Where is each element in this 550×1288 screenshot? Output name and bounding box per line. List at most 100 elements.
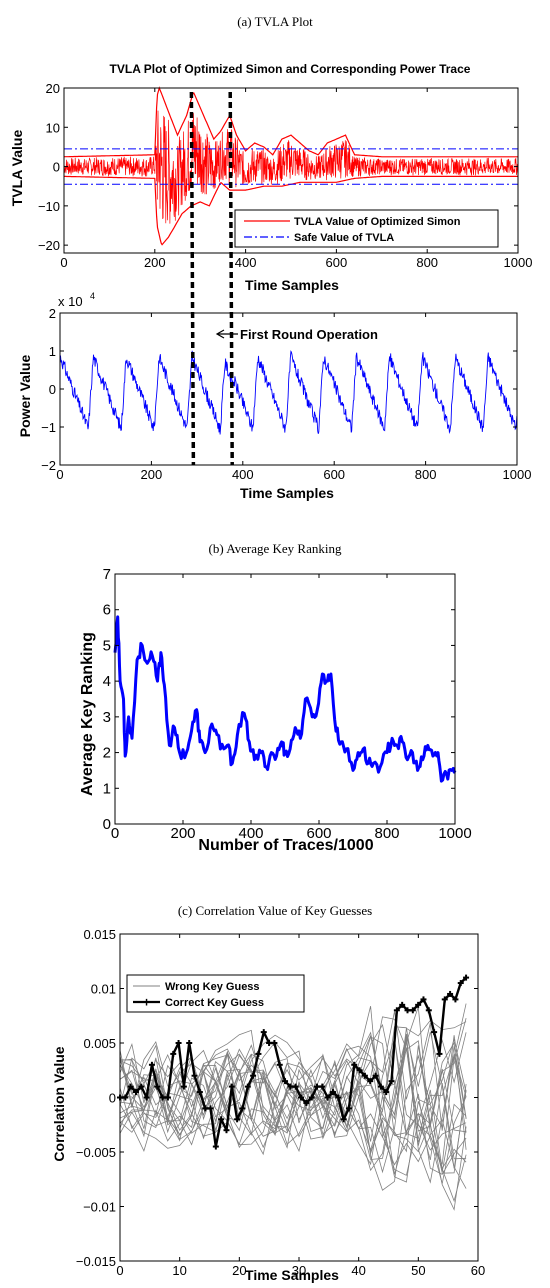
caption-a: (a) TVLA Plot — [237, 14, 313, 29]
tvla-xtick-label: 0 — [60, 255, 67, 270]
ylabel-power: Power Value — [17, 355, 33, 438]
legend-label-safe: Safe Value of TVLA — [294, 232, 394, 244]
tvla-xtick-label: 800 — [416, 255, 438, 270]
dashed-marker-right — [228, 91, 234, 466]
tvla-upper-envelope — [63, 86, 518, 158]
corr-xtick-label: 10 — [172, 1263, 186, 1278]
tvla-plot: 0 200 400 600 800 1000 20 10 0 −10 −20 — [38, 81, 533, 270]
wrong-key-line — [119, 1023, 467, 1191]
legend-a: TVLA Value of Optimized Simon Safe Value… — [234, 209, 499, 248]
legend-box-a — [234, 209, 499, 248]
annotation-text: First Round Operation — [240, 327, 378, 342]
power-xtick-label: 200 — [141, 467, 163, 482]
tvla-frame — [63, 87, 519, 254]
corr-ytick-label: 0.005 — [83, 1036, 116, 1051]
xlabel-power: Time Samples — [240, 485, 334, 501]
power-ytick-label: −2 — [41, 458, 56, 473]
wrong-key-line — [119, 1049, 467, 1211]
rank-ytick-label: 1 — [103, 780, 111, 797]
rank-ytick-label: 3 — [103, 709, 111, 726]
rank-ytick-label: 0 — [103, 816, 111, 833]
tvla-trace — [63, 110, 519, 224]
corr-xtick-label: 50 — [411, 1263, 425, 1278]
power-xtick-label: 400 — [232, 467, 254, 482]
annotation-arrowhead — [215, 329, 225, 339]
tvla-ytick-label: 10 — [46, 120, 60, 135]
legend-label-tvla: TVLA Value of Optimized Simon — [294, 216, 461, 228]
wrong-key-line — [119, 1044, 467, 1174]
corr-xtick-label: 30 — [292, 1263, 306, 1278]
xlabel-a: Time Samples — [245, 277, 339, 293]
exponent-label: x 10 — [58, 294, 83, 309]
key-ranking-line — [113, 615, 457, 783]
tvla-ytick-label: −20 — [38, 238, 60, 253]
xlabel-c: Time Samples — [245, 1267, 339, 1283]
rank-ytick-label: 2 — [103, 745, 111, 762]
power-ytick-label: −1 — [41, 420, 56, 435]
wrong-key-line — [119, 1045, 467, 1173]
legend-label-correct: Correct Key Guess — [165, 997, 264, 1009]
tvla-ytick-label: −10 — [38, 199, 60, 214]
power-xtick-label: 800 — [415, 467, 437, 482]
ylabel-b: Average Key Ranking — [79, 632, 96, 796]
rank-xtick-label: 200 — [170, 825, 195, 842]
corr-xtick-label: 60 — [471, 1263, 485, 1278]
corr-ytick-label: −0.005 — [76, 1145, 116, 1160]
rank-ytick-label: 4 — [103, 673, 111, 690]
corr-ytick-label: −0.015 — [76, 1254, 116, 1269]
corr-ytick-label: 0 — [109, 1091, 116, 1106]
power-ytick-label: 1 — [49, 344, 56, 359]
wrong-key-line — [119, 1036, 467, 1153]
ylabel-a: TVLA Value — [9, 130, 25, 207]
tvla-xtick-label: 600 — [326, 255, 348, 270]
tvla-xtick-label: 200 — [144, 255, 166, 270]
rank-frame — [114, 573, 456, 825]
key-ranking-plot: 0 200 400 600 800 1000 7 6 5 4 3 2 1 0 — [103, 566, 472, 842]
rank-xtick-label: 0 — [111, 825, 119, 842]
dashed-marker-left — [189, 91, 196, 466]
corr-ytick-label: −0.01 — [83, 1200, 116, 1215]
rank-xtick-label: 800 — [374, 825, 399, 842]
corr-ytick-label: 0.015 — [83, 927, 116, 942]
legend-c: Wrong Key Guess + Correct Key Guess — [126, 974, 305, 1013]
corr-frame — [119, 933, 479, 1262]
power-ytick-label: 0 — [49, 382, 56, 397]
rank-ytick-label: 6 — [103, 602, 111, 619]
wrong-key-line — [119, 1034, 467, 1150]
annotation-first-round: First Round Operation — [215, 327, 378, 342]
legend-label-wrong: Wrong Key Guess — [165, 981, 260, 993]
corr-xtick-label: 0 — [116, 1263, 123, 1278]
power-trace — [59, 350, 518, 435]
legend-box-c — [126, 974, 305, 1013]
power-xtick-label: 1000 — [503, 467, 532, 482]
power-xtick-label: 600 — [323, 467, 345, 482]
caption-c: (c) Correlation Value of Key Guesses — [178, 903, 372, 918]
rank-ytick-label: 7 — [103, 566, 111, 583]
rank-xtick-label: 400 — [238, 825, 263, 842]
exponent-power: 4 — [90, 291, 95, 301]
correlation-plot: 0 10 20 30 40 50 60 0.015 0.01 0.005 0 −0.005 −0.01 −… — [76, 927, 485, 1278]
rank-xtick-label: 1000 — [438, 825, 471, 842]
tvla-xtick-label: 400 — [235, 255, 257, 270]
tvla-ytick-label: 20 — [46, 81, 60, 96]
power-frame — [59, 312, 518, 466]
rank-xtick-label: 600 — [306, 825, 331, 842]
corr-ytick-label: 0.01 — [91, 982, 116, 997]
wrong-key-line — [119, 1053, 467, 1175]
wrong-key-line — [119, 1006, 467, 1189]
tvla-xtick-label: 1000 — [504, 255, 533, 270]
corr-xtick-label: 20 — [232, 1263, 246, 1278]
power-ytick-label: 2 — [49, 306, 56, 321]
caption-b: (b) Average Key Ranking — [209, 541, 342, 556]
power-xtick-label: 0 — [56, 467, 63, 482]
tvla-ytick-label: 0 — [53, 160, 60, 175]
wrong-key-line — [119, 1011, 467, 1153]
wrong-key-line — [119, 1019, 467, 1140]
corr-xtick-label: 40 — [351, 1263, 365, 1278]
ylabel-c: Correlation Value — [51, 1046, 67, 1161]
wrong-key-line — [119, 1026, 467, 1152]
legend-marker-correct: + — [143, 995, 151, 1010]
wrong-key-line — [119, 1053, 467, 1184]
rank-ytick-label: 5 — [103, 637, 111, 654]
